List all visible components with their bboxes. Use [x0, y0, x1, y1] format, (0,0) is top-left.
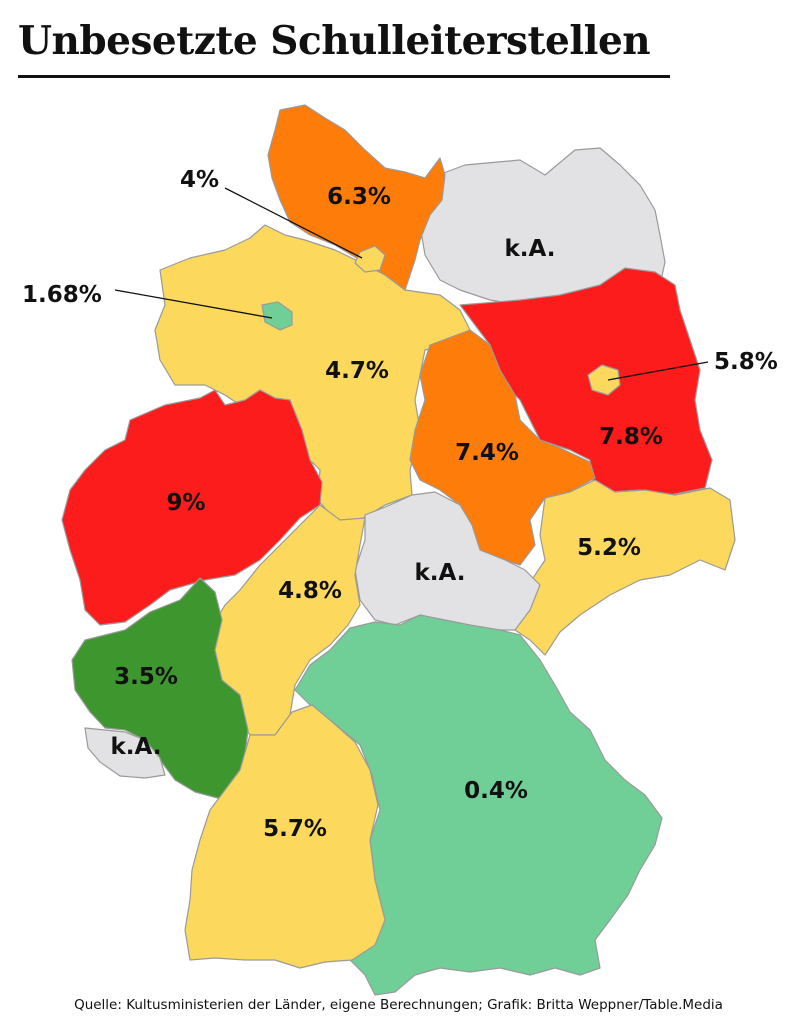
- leader-line-bremen: [114, 289, 273, 319]
- value-label-bayern: 0.4%: [464, 778, 528, 804]
- title-underline: [18, 75, 670, 78]
- value-label-bremen: 1.68%: [22, 282, 102, 308]
- value-label-brandenburg: 7.8%: [599, 424, 663, 450]
- state-baden-wuerttemberg[interactable]: [184, 704, 386, 969]
- state-nordrhein-westfalen[interactable]: [61, 389, 323, 626]
- value-label-baden-wuerttemberg: 5.7%: [263, 816, 327, 842]
- state-bremen[interactable]: [261, 301, 293, 331]
- value-label-berlin: 5.8%: [714, 349, 778, 375]
- state-berlin[interactable]: [587, 364, 621, 396]
- state-sachsen-anhalt[interactable]: [409, 329, 596, 566]
- map-title: Unbesetzte Schulleiterstellen: [18, 18, 651, 64]
- state-brandenburg[interactable]: [459, 267, 713, 496]
- value-label-mecklenburg-vorpommern: k.A.: [505, 236, 556, 262]
- leader-line-berlin: [607, 361, 709, 381]
- value-label-thueringen: k.A.: [415, 560, 466, 586]
- value-label-nordrhein-westfalen: 9%: [166, 490, 205, 516]
- value-label-hessen: 4.8%: [278, 578, 342, 604]
- value-label-rheinland-pfalz: 3.5%: [114, 664, 178, 690]
- value-label-sachsen-anhalt: 7.4%: [455, 440, 519, 466]
- value-label-niedersachsen: 4.7%: [325, 358, 389, 384]
- leader-line-hamburg: [224, 187, 363, 259]
- value-label-schleswig-holstein: 6.3%: [327, 184, 391, 210]
- state-sachsen[interactable]: [514, 479, 736, 656]
- state-schleswig-holstein[interactable]: [267, 104, 446, 291]
- source-note: Quelle: Kultusministerien der Länder, ei…: [74, 997, 723, 1013]
- state-thueringen[interactable]: [354, 491, 541, 631]
- state-hamburg[interactable]: [354, 245, 386, 273]
- value-label-hamburg: 4%: [180, 167, 219, 193]
- value-label-sachsen: 5.2%: [577, 535, 641, 561]
- value-label-saarland: k.A.: [111, 734, 162, 760]
- state-saarland[interactable]: [84, 727, 166, 779]
